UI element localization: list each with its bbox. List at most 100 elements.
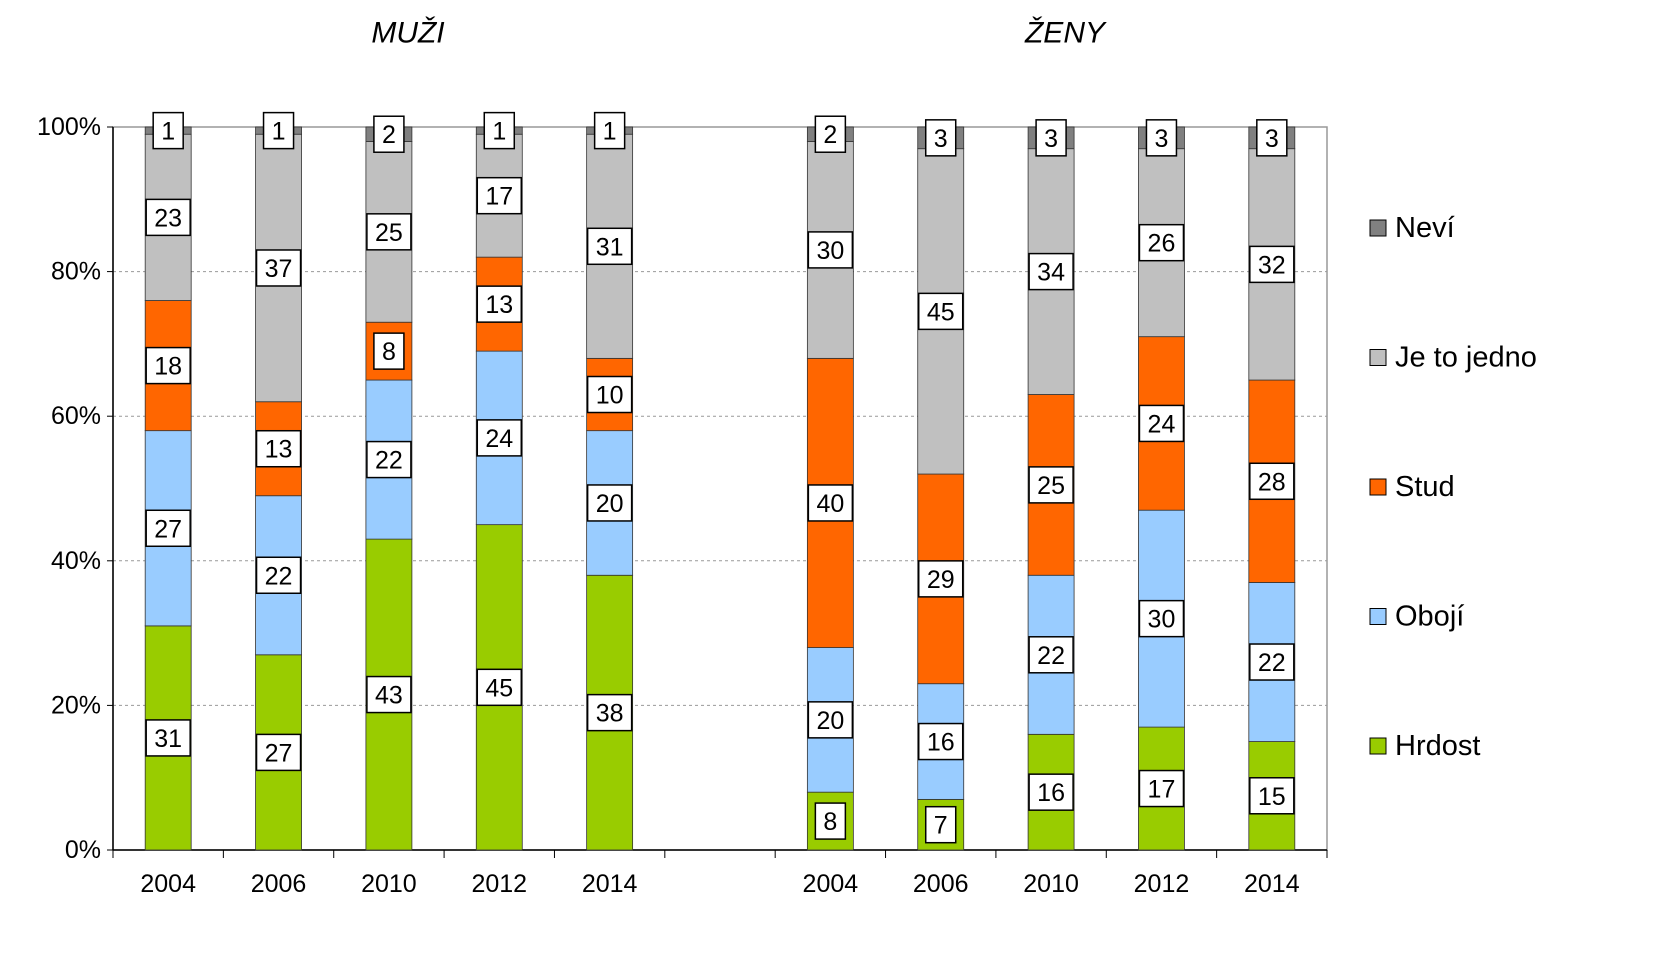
data-label-box <box>1138 223 1185 262</box>
data-label-box <box>814 115 847 153</box>
data-label: 43 <box>375 682 403 710</box>
legend-label: Je to jedno <box>1395 342 1537 374</box>
data-label: 27 <box>154 515 182 543</box>
data-label: 22 <box>1258 649 1286 677</box>
data-label-box <box>586 693 633 732</box>
data-label: 3 <box>1155 125 1169 153</box>
data-label-box <box>255 733 302 772</box>
x-tick-label: 2014 <box>1244 870 1300 898</box>
data-label: 45 <box>485 674 513 702</box>
data-label: 1 <box>272 118 286 146</box>
data-label: 29 <box>927 566 955 594</box>
legend-label: Hrdost <box>1395 730 1480 762</box>
data-label-box <box>807 701 854 739</box>
data-label: 37 <box>265 255 293 283</box>
data-label: 38 <box>596 700 624 728</box>
data-label-box <box>1145 119 1178 157</box>
data-label-box <box>1028 773 1074 811</box>
x-tick-label: 2004 <box>803 870 859 898</box>
data-label-box <box>373 332 405 370</box>
x-tick-label: 2004 <box>140 870 196 898</box>
data-label-box <box>586 375 633 414</box>
legend-label: Stud <box>1395 471 1455 503</box>
x-tick-label: 2006 <box>251 870 307 898</box>
data-label: 20 <box>816 707 844 735</box>
x-tick-label: 2006 <box>913 870 969 898</box>
data-label: 31 <box>154 725 182 753</box>
data-label: 28 <box>1258 468 1286 496</box>
data-label: 24 <box>1148 410 1176 438</box>
data-label-box <box>924 805 957 844</box>
y-tick-label: 100% <box>37 113 101 141</box>
data-label-box <box>807 484 854 522</box>
data-label-box <box>476 668 523 707</box>
data-label-box <box>255 556 302 595</box>
data-label: 3 <box>1265 125 1279 153</box>
data-label-box <box>586 227 633 266</box>
legend-label: Neví <box>1395 212 1455 244</box>
data-label-box <box>1035 119 1067 157</box>
data-label-box <box>917 722 964 761</box>
data-label-box <box>145 509 191 548</box>
data-label: 13 <box>485 291 513 319</box>
data-label: 26 <box>1148 230 1176 258</box>
x-tick-label: 2014 <box>582 870 638 898</box>
group-title: ŽENY <box>1024 17 1107 50</box>
data-label-box <box>255 429 302 468</box>
data-label: 31 <box>596 233 624 261</box>
data-label-box <box>1249 777 1295 815</box>
data-label: 1 <box>161 118 175 146</box>
data-label-box <box>476 285 523 323</box>
legend-swatch <box>1369 349 1387 366</box>
data-label-box <box>593 111 626 150</box>
data-label: 25 <box>1037 472 1065 500</box>
data-label: 25 <box>375 219 403 247</box>
x-tick-label: 2010 <box>1023 870 1079 898</box>
y-tick-label: 80% <box>51 258 101 286</box>
data-label-box <box>145 198 191 237</box>
data-label-box <box>807 231 854 269</box>
data-label: 18 <box>154 353 182 381</box>
data-label: 16 <box>1037 779 1065 807</box>
data-label-box <box>1249 245 1295 284</box>
data-label-box <box>1028 636 1074 674</box>
data-label: 27 <box>265 739 293 767</box>
data-label: 40 <box>816 490 844 518</box>
data-label: 16 <box>927 729 955 757</box>
y-tick-label: 40% <box>51 547 101 575</box>
data-label: 17 <box>1148 776 1176 804</box>
group-title: MUŽI <box>371 17 444 50</box>
data-label: 20 <box>596 490 624 518</box>
legend-swatch <box>1369 219 1387 237</box>
data-label: 2 <box>823 121 837 149</box>
data-label: 13 <box>265 436 293 464</box>
data-label-box <box>152 111 184 150</box>
data-label: 3 <box>1044 125 1058 153</box>
data-label: 24 <box>485 425 513 453</box>
data-label-box <box>924 119 957 157</box>
legend-label: Obojí <box>1395 601 1464 633</box>
data-label-box <box>476 176 523 215</box>
data-label: 7 <box>934 812 948 840</box>
data-label: 30 <box>1148 606 1176 634</box>
legend-swatch <box>1369 608 1387 625</box>
data-label: 3 <box>934 125 948 153</box>
data-label-box <box>1249 462 1295 501</box>
data-label: 8 <box>382 338 396 366</box>
data-label-box <box>373 115 405 153</box>
data-label: 22 <box>1037 642 1065 670</box>
data-label: 2 <box>382 121 396 149</box>
data-label: 10 <box>596 382 624 410</box>
data-label-box <box>917 292 964 331</box>
data-label-box <box>814 802 847 840</box>
data-label-box <box>262 111 295 150</box>
data-label: 15 <box>1258 783 1286 811</box>
data-label-box <box>145 346 191 385</box>
data-label: 45 <box>927 298 955 326</box>
data-label: 30 <box>816 237 844 265</box>
data-label-box <box>1138 404 1185 443</box>
y-tick-label: 20% <box>51 691 101 719</box>
data-label-box <box>145 719 191 757</box>
data-label: 17 <box>485 183 513 211</box>
data-label-box <box>586 484 633 522</box>
